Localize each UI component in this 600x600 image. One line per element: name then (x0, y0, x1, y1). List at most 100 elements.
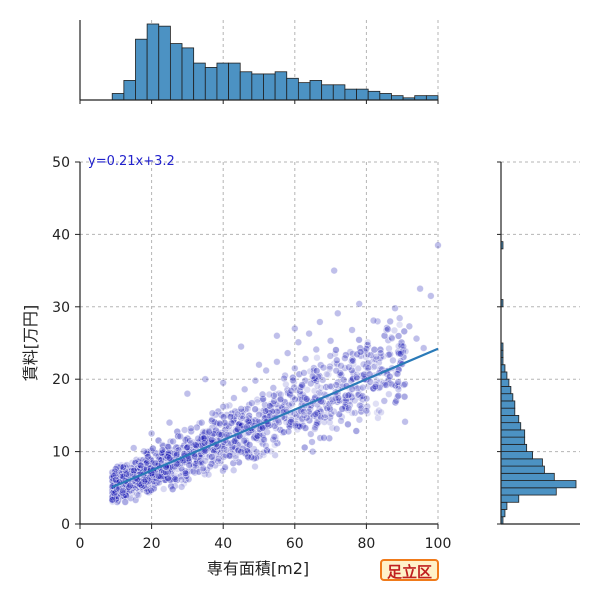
scatter-point (352, 427, 361, 435)
scatter-point (313, 354, 321, 362)
scatter-point (312, 345, 320, 354)
y-marginal-histogram (497, 161, 580, 525)
scatter-point (308, 438, 316, 446)
y-tick-label: 40 (52, 227, 70, 243)
scatter-point (300, 369, 308, 377)
scatter-point (330, 407, 338, 416)
scatter-point (371, 382, 380, 391)
scatter-point (317, 384, 325, 392)
scatter-point (345, 363, 353, 371)
scatter-point (337, 362, 345, 370)
scatter-point (305, 329, 313, 338)
scatter-point (252, 434, 261, 442)
scatter-point (268, 407, 276, 416)
scatter-point (307, 430, 315, 438)
scatter-point (400, 392, 409, 401)
y-tick-label: 0 (61, 517, 70, 533)
scatter-point (355, 336, 363, 344)
scatter-point (334, 309, 342, 318)
scatter-point (394, 378, 402, 386)
scatter-point (244, 417, 252, 425)
scatter-point (391, 304, 399, 312)
scatter-point (321, 411, 329, 419)
scatter-point (419, 344, 428, 352)
x-hist-bar (367, 90, 381, 101)
scatter-point (221, 463, 229, 471)
scatter-point (206, 462, 214, 471)
scatter-point (326, 352, 335, 360)
y-hist-bar (500, 429, 526, 438)
scatter-point (204, 470, 213, 479)
scatter-point (222, 446, 231, 454)
scatter-point (193, 423, 201, 432)
scatter-point (296, 383, 305, 391)
scatter-point (369, 363, 378, 371)
scatter-point (332, 425, 341, 433)
scatter-point (401, 380, 409, 388)
scatter-point (215, 430, 223, 439)
scatter-point (185, 461, 193, 469)
scatter-point (187, 424, 195, 433)
scatter-point (233, 425, 242, 433)
scatter-point (336, 369, 344, 377)
scatter-point (309, 447, 317, 456)
scatter-point (151, 459, 159, 467)
scatter-point (271, 451, 279, 459)
scatter-point (281, 371, 289, 380)
scatter-point (416, 285, 424, 293)
scatter-point (271, 441, 279, 449)
scatter-point (208, 453, 216, 461)
x-hist-bar (309, 80, 323, 101)
main-axes: 0 20 40 60 80 100 0 10 20 30 40 50 (52, 155, 451, 552)
scatter-point (344, 391, 352, 400)
scatter-point (344, 404, 353, 412)
scatter-point (358, 392, 367, 400)
scatter-point (112, 476, 120, 484)
scatter-point (289, 373, 297, 382)
y-tick-label: 50 (52, 155, 70, 171)
scatter-point (316, 434, 324, 442)
scatter-point (356, 344, 364, 352)
y-hist-bar (500, 393, 514, 402)
scatter-point (273, 332, 281, 340)
scatter-point (130, 444, 138, 452)
scatter-point (326, 382, 334, 391)
scatter-point (325, 434, 334, 443)
scatter-point (332, 346, 340, 354)
scatter-point (291, 421, 300, 430)
scatter-point (230, 437, 239, 445)
scatter-point (380, 332, 389, 340)
x-hist-bar (414, 95, 427, 101)
scatter-point (128, 489, 137, 497)
scatter-point (199, 464, 208, 472)
scatter-point (394, 332, 403, 340)
y-hist-bar (500, 494, 520, 503)
x-hist-bar (425, 95, 439, 101)
scatter-point (283, 349, 292, 357)
scatter-point (208, 415, 216, 424)
y-hist-bar (500, 472, 555, 481)
scatter-point (276, 395, 285, 404)
y-hist-bar (500, 422, 522, 431)
x-hist-bar (158, 25, 171, 101)
scatter-point (270, 392, 278, 400)
scatter-point (377, 408, 385, 417)
scatter-point (260, 436, 268, 444)
scatter-point (155, 472, 163, 480)
scatter-point (311, 410, 320, 419)
scatter-point (282, 380, 290, 389)
scatter-point (183, 443, 191, 452)
scatter-point (266, 402, 274, 410)
scatter-point (147, 429, 156, 438)
scatter-point (250, 434, 258, 442)
x-hist-bar (251, 73, 264, 101)
scatter-point (317, 361, 325, 369)
scatter-point (364, 338, 372, 346)
scatter-point (118, 472, 127, 481)
scatter-point (390, 326, 399, 335)
x-hist-bar (216, 62, 229, 101)
scatter-point (369, 316, 378, 325)
scatter-point (291, 364, 299, 373)
scatter-point (215, 419, 224, 428)
